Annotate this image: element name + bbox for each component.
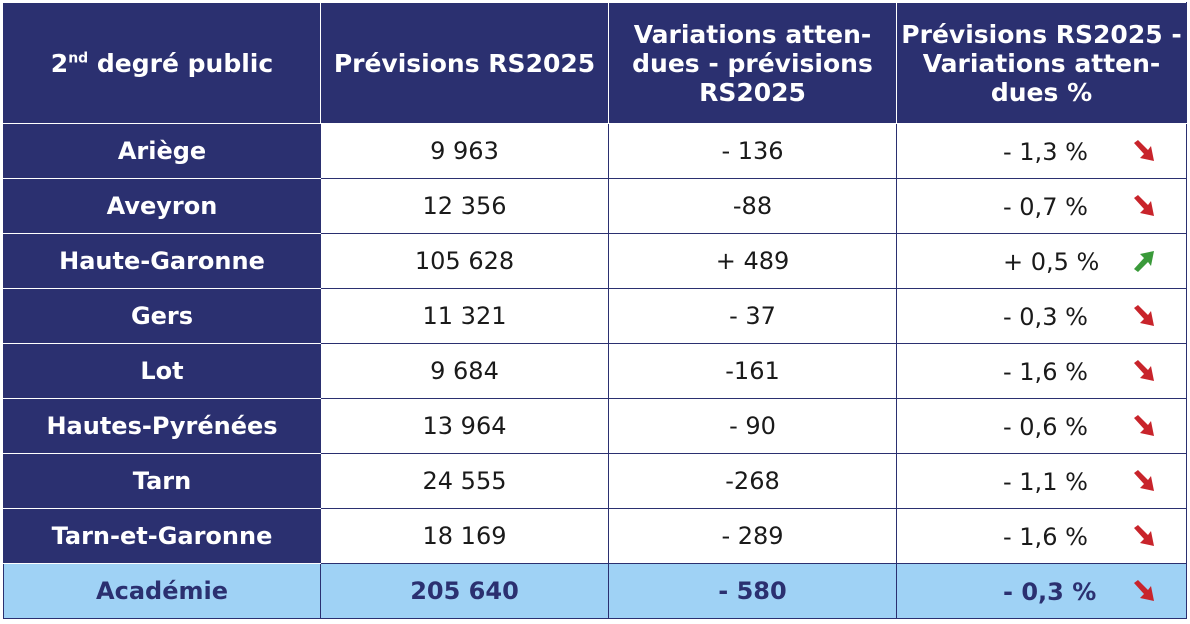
header-variation-percent-line3: dues % [990,77,1093,107]
variation-percent-cell: - 1,3 % [896,123,1187,179]
arrow-down-right-icon [1134,140,1154,161]
arrow-down-right-icon [1134,580,1154,601]
total-variation-value: - 580 [608,563,897,619]
forecast-value: 24 555 [320,453,609,509]
variation-percent: - 0,6 % [1003,413,1088,441]
header-variation-line3: RS2025 [699,77,806,107]
department-name: Haute-Garonne [3,233,321,289]
total-forecast-value: 205 640 [320,563,609,619]
forecast-value: 13 964 [320,398,609,454]
variation-percent-cell: - 1,1 % [896,453,1187,509]
department-name: Tarn-et-Garonne [3,508,321,564]
department-name: Gers [3,288,321,344]
table-body: Ariège 9 963 - 136 - 1,3 % Aveyron 12 35… [3,123,1187,619]
table-row: Aveyron 12 356 -88 - 0,7 % [3,178,1187,234]
header-degree-main: 2 [50,48,69,78]
table-row: Gers 11 321 - 37 - 0,3 % [3,288,1187,344]
table-row: Tarn-et-Garonne 18 169 - 289 - 1,6 % [3,508,1187,564]
header-variation-percent: Prévisions RS2025 - Variations atten-dues… [896,2,1187,124]
header-variation-line2: dues - prévisions [632,48,873,78]
variation-value: -161 [608,343,897,399]
department-name: Ariège [3,123,321,179]
variation-percent-cell: - 0,6 % [896,398,1187,454]
total-variation-percent-cell: - 0,3 % [896,563,1187,619]
header-variation-line1: Variations atten- [633,19,872,49]
department-name: Tarn [3,453,321,509]
variation-value: - 136 [608,123,897,179]
header-variation-percent-line2: Variations atten- [922,48,1161,78]
forecast-value: 11 321 [320,288,609,344]
forecast-table: 2nd degré public Prévisions RS2025 Varia… [3,2,1187,619]
table-row: Haute-Garonne 105 628 + 489 + 0,5 % [3,233,1187,289]
arrow-down-right-icon [1134,195,1154,216]
variation-percent-cell: - 1,6 % [896,508,1187,564]
arrow-up-right-icon [1134,251,1154,272]
forecast-value: 9 684 [320,343,609,399]
table-row: Tarn 24 555 -268 - 1,1 % [3,453,1187,509]
variation-percent: - 1,3 % [1003,138,1088,166]
variation-value: - 37 [608,288,897,344]
table-header: 2nd degré public Prévisions RS2025 Varia… [3,2,1187,124]
arrow-down-right-icon [1134,470,1154,491]
variation-percent-cell: - 1,6 % [896,343,1187,399]
table-row: Lot 9 684 -161 - 1,6 % [3,343,1187,399]
forecast-value: 12 356 [320,178,609,234]
arrow-down-right-icon [1134,305,1154,326]
arrow-down-right-icon [1134,525,1154,546]
variation-value: + 489 [608,233,897,289]
variation-percent: - 0,3 % [1003,303,1088,331]
variation-percent-cell: - 0,3 % [896,288,1187,344]
department-name: Hautes-Pyrénées [3,398,321,454]
variation-value: - 289 [608,508,897,564]
header-forecast: Prévisions RS2025 [320,2,609,124]
variation-percent: + 0,5 % [1003,248,1100,276]
forecast-value: 9 963 [320,123,609,179]
arrow-down-right-icon [1134,415,1154,436]
table-row: Ariège 9 963 - 136 - 1,3 % [3,123,1187,179]
forecast-value: 18 169 [320,508,609,564]
variation-value: -268 [608,453,897,509]
header-variation-percent-line1: Prévisions RS2025 - [901,19,1182,49]
total-variation-percent: - 0,3 % [1003,578,1097,606]
department-name: Lot [3,343,321,399]
department-name: Aveyron [3,178,321,234]
header-degree-rest: degré public [88,48,274,78]
variation-percent: - 1,6 % [1003,358,1088,386]
header-degree: 2nd degré public [3,2,321,124]
variation-percent: - 0,7 % [1003,193,1088,221]
header-row: 2nd degré public Prévisions RS2025 Varia… [3,2,1187,124]
variation-percent-cell: + 0,5 % [896,233,1187,289]
header-degree-sup: nd [68,50,89,67]
total-label: Académie [3,563,321,619]
total-row: Académie 205 640 - 580 - 0,3 % [3,563,1187,619]
variation-value: -88 [608,178,897,234]
variation-percent: - 1,6 % [1003,523,1088,551]
arrow-down-right-icon [1134,360,1154,381]
table-row: Hautes-Pyrénées 13 964 - 90 - 0,6 % [3,398,1187,454]
variation-percent-cell: - 0,7 % [896,178,1187,234]
header-variation: Variations atten-dues - prévisions RS2025 [608,2,897,124]
variation-percent: - 1,1 % [1003,468,1088,496]
forecast-value: 105 628 [320,233,609,289]
variation-value: - 90 [608,398,897,454]
